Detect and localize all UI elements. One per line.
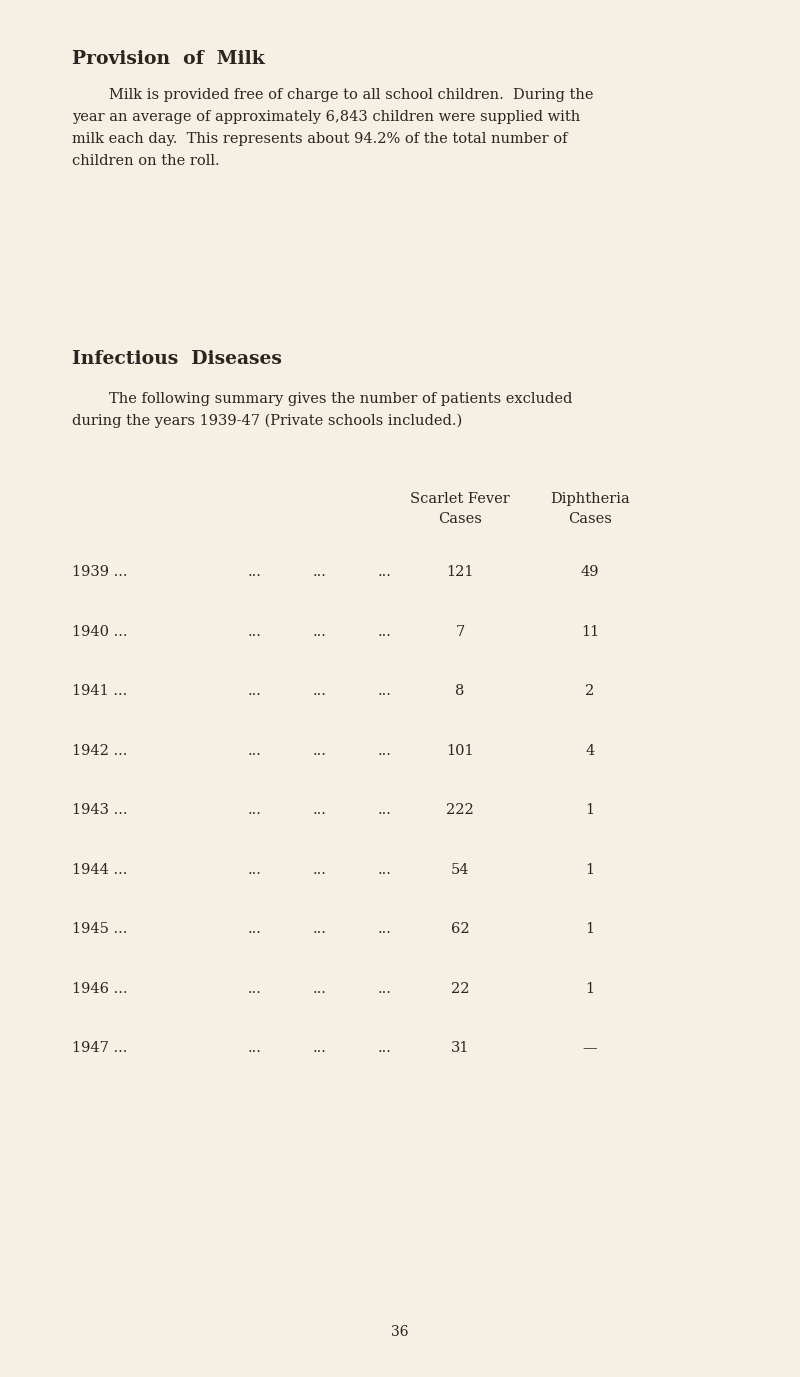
Text: 1: 1 xyxy=(586,923,594,936)
Text: year an average of approximately 6,843 children were supplied with: year an average of approximately 6,843 c… xyxy=(72,110,580,124)
Text: The following summary gives the number of patients excluded: The following summary gives the number o… xyxy=(72,392,572,406)
Text: 62: 62 xyxy=(450,923,470,936)
Text: 1: 1 xyxy=(586,862,594,877)
Text: ...: ... xyxy=(313,684,327,698)
Text: ...: ... xyxy=(313,803,327,817)
Text: milk each day.  This represents about 94.2% of the total number of: milk each day. This represents about 94.… xyxy=(72,132,567,146)
Text: ...: ... xyxy=(378,744,392,757)
Text: 31: 31 xyxy=(450,1041,470,1055)
Text: Provision  of  Milk: Provision of Milk xyxy=(72,50,265,67)
Text: ...: ... xyxy=(313,923,327,936)
Text: 11: 11 xyxy=(581,625,599,639)
Text: 8: 8 xyxy=(455,684,465,698)
Text: ...: ... xyxy=(248,862,262,877)
Text: ...: ... xyxy=(378,982,392,996)
Text: 1947 ...: 1947 ... xyxy=(72,1041,127,1055)
Text: 7: 7 xyxy=(455,625,465,639)
Text: 1941 ...: 1941 ... xyxy=(72,684,127,698)
Text: ...: ... xyxy=(378,625,392,639)
Text: ...: ... xyxy=(248,744,262,757)
Text: 1946 ...: 1946 ... xyxy=(72,982,127,996)
Text: 1944 ...: 1944 ... xyxy=(72,862,127,877)
Text: 36: 36 xyxy=(391,1325,409,1338)
Text: during the years 1939-47 (Private schools included.): during the years 1939-47 (Private school… xyxy=(72,414,462,428)
Text: ...: ... xyxy=(313,565,327,578)
Text: 1943 ...: 1943 ... xyxy=(72,803,127,817)
Text: 1: 1 xyxy=(586,982,594,996)
Text: ...: ... xyxy=(248,565,262,578)
Text: 222: 222 xyxy=(446,803,474,817)
Text: children on the roll.: children on the roll. xyxy=(72,154,220,168)
Text: ...: ... xyxy=(313,982,327,996)
Text: ...: ... xyxy=(248,1041,262,1055)
Text: —: — xyxy=(582,1041,598,1055)
Text: Milk is provided free of charge to all school children.  During the: Milk is provided free of charge to all s… xyxy=(72,88,594,102)
Text: ...: ... xyxy=(248,625,262,639)
Text: 4: 4 xyxy=(586,744,594,757)
Text: 49: 49 xyxy=(581,565,599,578)
Text: 1: 1 xyxy=(586,803,594,817)
Text: ...: ... xyxy=(248,923,262,936)
Text: Scarlet Fever: Scarlet Fever xyxy=(410,492,510,505)
Text: Diphtheria: Diphtheria xyxy=(550,492,630,505)
Text: ...: ... xyxy=(313,625,327,639)
Text: ...: ... xyxy=(248,803,262,817)
Text: 1940 ...: 1940 ... xyxy=(72,625,127,639)
Text: 1945 ...: 1945 ... xyxy=(72,923,127,936)
Text: 101: 101 xyxy=(446,744,474,757)
Text: ...: ... xyxy=(313,862,327,877)
Text: Cases: Cases xyxy=(568,512,612,526)
Text: Cases: Cases xyxy=(438,512,482,526)
Text: 1942 ...: 1942 ... xyxy=(72,744,127,757)
Text: ...: ... xyxy=(248,684,262,698)
Text: ...: ... xyxy=(378,923,392,936)
Text: 1939 ...: 1939 ... xyxy=(72,565,127,578)
Text: ...: ... xyxy=(248,982,262,996)
Text: ...: ... xyxy=(378,862,392,877)
Text: ...: ... xyxy=(378,565,392,578)
Text: ...: ... xyxy=(313,1041,327,1055)
Text: 22: 22 xyxy=(450,982,470,996)
Text: Infectious  Diseases: Infectious Diseases xyxy=(72,350,282,368)
Text: ...: ... xyxy=(378,1041,392,1055)
Text: 54: 54 xyxy=(450,862,470,877)
Text: 121: 121 xyxy=(446,565,474,578)
Text: 2: 2 xyxy=(586,684,594,698)
Text: ...: ... xyxy=(378,684,392,698)
Text: ...: ... xyxy=(313,744,327,757)
Text: ...: ... xyxy=(378,803,392,817)
